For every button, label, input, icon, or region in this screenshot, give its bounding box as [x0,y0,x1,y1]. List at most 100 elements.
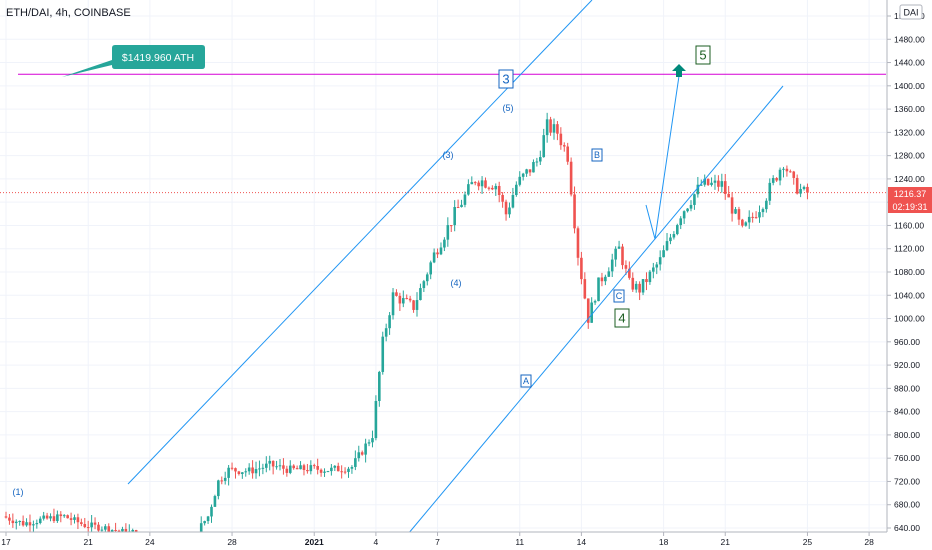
candle-body [491,187,494,190]
candle-body [676,225,679,235]
time-axis[interactable]: 17 21 24 28 2021 4 7 11 14 18 21 25 28 [0,531,932,550]
candle-body [360,452,364,455]
candle-body [42,515,45,519]
candle-body [114,529,117,531]
candle-body [93,522,97,525]
price-tick-label: 1320.00 [894,127,925,137]
ath-callout[interactable]: $1419.960 ATH [62,45,205,77]
candle-body [576,228,580,258]
candle-body [556,124,559,134]
candle-body [559,133,563,146]
candle-body [542,135,546,158]
candle-body [669,237,672,242]
candle-body [655,264,659,268]
candle-body [371,438,374,443]
candle-body [247,467,251,472]
candle-body [408,298,412,301]
time-tick-label: 2021 [305,537,324,547]
candle-body [405,298,409,300]
candle-body [25,522,28,526]
time-tick-label: 21 [83,537,93,547]
wave-projection-line[interactable] [645,75,680,240]
candle-body [648,271,652,283]
price-tick-label: 1240.00 [894,174,925,184]
candle-body [86,527,90,529]
symbol-title: ETH/DAI, 4h, COINBASE [6,7,131,19]
candle-body [658,257,662,265]
candle-body [679,218,683,226]
candle-body [59,514,63,517]
candle-body [662,250,665,258]
candle-body [497,185,501,195]
candle-body [100,529,104,531]
candle-body [665,241,669,251]
time-tick-label: 18 [659,537,669,547]
candle-body [271,460,275,467]
currency-button-label: DAI [903,8,918,18]
time-tick-label: 11 [515,537,524,547]
time-tick-label: 25 [803,537,813,547]
candle-body [443,239,446,248]
candle-body [730,197,734,214]
time-tick-label: 24 [145,537,155,547]
candle-body [412,300,415,310]
ath-callout-bubble [62,45,205,77]
currency-button-frame [899,4,923,20]
wave-label-5-text: 5 [699,48,706,63]
candle-body [275,466,278,468]
candle-body [758,212,761,218]
candle-body [693,194,696,205]
channel-lower-line[interactable] [407,85,784,535]
wave-label-A-frame [520,374,532,388]
candle-body [624,265,628,269]
candle-body [292,465,295,469]
price-tick-label: 1000.00 [894,314,925,324]
candle-body [299,465,302,470]
wave-label-B-text: B [594,150,600,160]
candle-body [573,194,576,229]
candle-body [354,458,357,467]
candle-body [751,216,754,218]
candle-body [76,517,80,523]
candle-body [569,161,573,195]
price-axis[interactable]: 640.00 680.00 720.00 760.00 800.00 840.00 880.… [886,0,932,533]
price-tick-label: 920.00 [894,360,920,370]
candle-body [720,181,724,187]
drawings[interactable]: $1419.960 ATH [62,0,784,535]
candle-body [62,515,66,517]
candle-body [312,465,316,467]
candle-body [18,520,21,522]
candle-body [388,315,391,329]
candle-body [494,185,498,190]
candle-body [699,184,703,186]
candle-body [234,468,237,472]
candle-body [525,169,528,174]
candle-body [785,168,789,172]
candle-body [104,526,107,530]
candle-body [597,277,600,302]
candles [4,112,809,541]
candle-body [470,182,474,185]
price-tick-label: 1400.00 [894,81,925,91]
currency-button[interactable]: DAI [899,4,923,20]
candle-body [737,209,741,220]
channel-upper-line[interactable] [127,0,593,485]
wave-label-3-frame [498,69,514,89]
candle-body [545,119,549,136]
price-axis-background [887,0,932,532]
candle-body [641,279,645,293]
candle-body [614,248,617,260]
candle-body [600,277,604,282]
candle-body [391,292,395,316]
candle-body [672,234,676,238]
price-tick-label: 1160.00 [894,220,924,230]
price-tick-label: 840.00 [894,407,920,417]
candle-body [723,181,727,194]
wave-label-3-text: 3 [502,72,509,87]
candle-body [566,146,569,162]
candle-body [265,463,268,468]
candle-body [453,207,456,226]
last-price-badge-bg [888,187,932,200]
